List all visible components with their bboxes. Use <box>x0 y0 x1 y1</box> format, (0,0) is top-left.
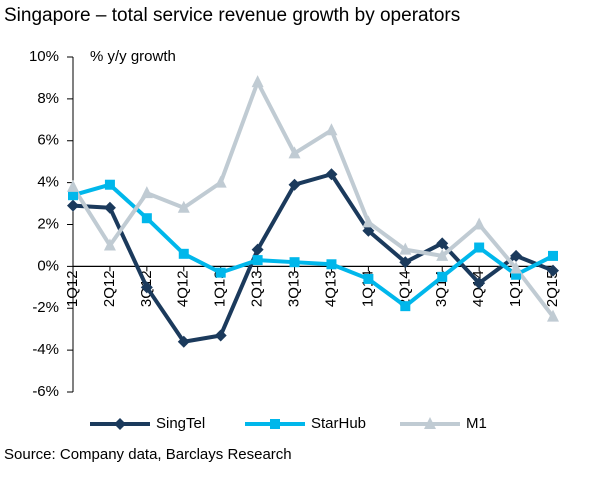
marker <box>436 248 449 261</box>
marker <box>103 201 116 214</box>
x-tick-label: 2Q12 <box>101 270 118 307</box>
marker <box>178 248 189 259</box>
marker <box>548 250 558 261</box>
marker <box>325 168 338 181</box>
marker <box>325 123 338 136</box>
marker <box>289 257 300 268</box>
marker <box>214 175 227 188</box>
legend-marker <box>424 417 436 429</box>
y-tick-label: 0% <box>37 257 59 274</box>
y-tick-label: 6% <box>37 132 59 149</box>
y-tick-label: 4% <box>37 174 59 191</box>
legend-label: StarHub <box>311 415 366 432</box>
marker <box>104 179 115 190</box>
marker <box>473 217 486 230</box>
legend-label: SingTel <box>156 415 205 432</box>
x-tick-label: 4Q12 <box>175 270 192 307</box>
chart-title: Singapore – total service revenue growth… <box>4 5 460 26</box>
x-tick-label: 2Q14 <box>396 270 413 307</box>
marker <box>399 242 412 255</box>
series-line <box>72 182 554 309</box>
marker <box>251 75 264 88</box>
marker <box>474 242 485 253</box>
x-tick-label: 2Q13 <box>249 270 266 307</box>
marker <box>103 238 116 251</box>
marker <box>547 264 559 277</box>
marker <box>141 213 152 224</box>
legend-label: M1 <box>466 415 487 432</box>
marker <box>326 259 337 270</box>
series-line <box>71 80 555 318</box>
y-tick-label: -2% <box>32 299 59 316</box>
marker <box>251 243 264 256</box>
marker <box>437 271 448 282</box>
x-tick-label: 4Q13 <box>322 270 339 307</box>
marker <box>140 281 153 294</box>
marker <box>177 200 190 213</box>
marker <box>288 146 301 159</box>
x-tick-label: 1Q12 <box>64 270 81 307</box>
marker <box>68 190 78 201</box>
marker <box>473 277 486 290</box>
x-tick-label: 2Q15 <box>544 270 561 307</box>
y-tick-label: -6% <box>32 383 59 400</box>
x-tick-label: 3Q13 <box>286 270 303 307</box>
marker <box>400 301 411 312</box>
source: Source: Company data, Barclays Research <box>4 446 292 463</box>
y-tick-label: 8% <box>37 90 59 107</box>
marker <box>511 269 522 280</box>
marker <box>67 199 79 212</box>
marker <box>214 329 227 342</box>
marker <box>399 256 412 269</box>
marker <box>177 335 190 348</box>
marker <box>510 249 523 262</box>
y-tick-label: -4% <box>32 341 59 358</box>
marker <box>436 237 449 250</box>
series-line <box>72 172 554 344</box>
y-tick-label: 2% <box>37 215 59 232</box>
legend-marker <box>270 419 280 429</box>
marker <box>288 178 301 191</box>
legend-marker <box>114 418 126 430</box>
marker <box>362 224 375 237</box>
marker <box>362 215 375 228</box>
marker <box>140 186 153 199</box>
marker <box>510 261 523 274</box>
marker <box>363 273 374 284</box>
x-tick-label: 1Q13 <box>212 270 229 307</box>
marker <box>252 255 263 266</box>
marker <box>67 179 79 192</box>
y-tick-label: 10% <box>29 48 59 65</box>
marker <box>215 267 226 278</box>
axis-label: % y/y growth <box>90 48 176 65</box>
marker <box>547 309 559 322</box>
